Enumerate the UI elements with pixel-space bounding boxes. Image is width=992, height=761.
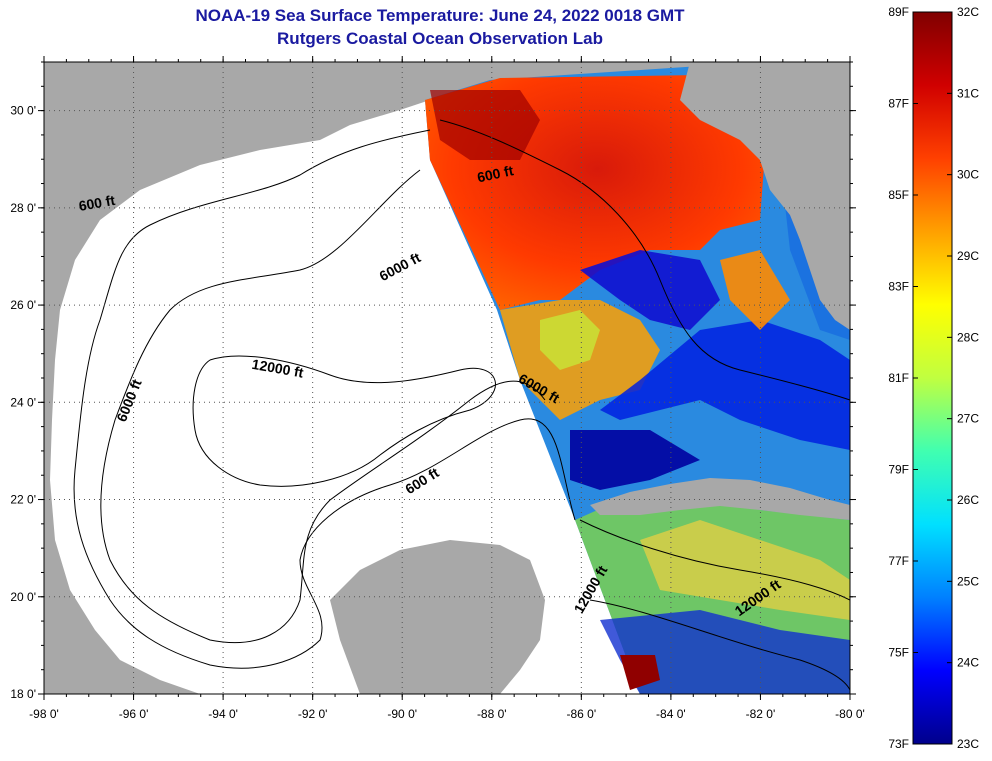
y-tick-label: 30 0' (10, 104, 36, 118)
contour-6000ft (100, 169, 546, 644)
map-title: NOAA-19 Sea Surface Temperature: June 24… (195, 6, 685, 25)
cuba-coast-cool (570, 430, 700, 490)
hot-core-region (430, 90, 540, 160)
colorbar-celsius-label: 25C (957, 574, 979, 588)
x-tick-label: -98 0' (29, 707, 59, 721)
colorbar-celsius-label: 26C (957, 493, 979, 507)
cuba-top (590, 478, 850, 520)
green-patch (540, 310, 600, 370)
caribbean-cool-band (600, 610, 850, 694)
colorbar-bar (912, 11, 953, 745)
land-0 (44, 62, 850, 694)
colorbar-fahrenheit-label: 85F (888, 188, 909, 202)
contour-east (439, 119, 850, 401)
x-tick-label: -82 0' (746, 707, 776, 721)
colorbar-celsius-label: 30C (957, 168, 979, 182)
contour-label: 600 ft (476, 162, 515, 185)
satellite-swath (425, 62, 850, 694)
warm-shelf-florida (720, 250, 790, 330)
colorbar-fahrenheit-label: 77F (888, 554, 909, 568)
contour-12000ft (192, 355, 496, 487)
colorbar-fahrenheit-label: 87F (888, 97, 909, 111)
colorbar-celsius-label: 31C (957, 86, 979, 100)
map-layers (44, 62, 850, 694)
colorbar-fahrenheit-label: 75F (888, 646, 909, 660)
colorbar-celsius-label: 24C (957, 656, 979, 670)
colorbar-celsius-label: 29C (957, 249, 979, 263)
florida-peninsula (680, 62, 850, 330)
bathymetry-contours (73, 119, 850, 691)
land-1 (330, 540, 545, 694)
y-tick-label: 18 0' (10, 687, 36, 701)
contour-label: 600 ft (77, 192, 116, 214)
colorbar-celsius-label: 28C (957, 330, 979, 344)
colorbar: 32C 31C 30C 29C 28C 27C 26C 25C 24C 23C 89F 87F 85F 8… (888, 5, 979, 751)
x-tick-label: -88 0' (477, 707, 507, 721)
x-tick-label: -90 0' (387, 707, 417, 721)
y-tick-label: 28 0' (10, 201, 36, 215)
colorbar-fahrenheit-label: 73F (888, 737, 909, 751)
colorbar-fahrenheit-label: 79F (888, 463, 909, 477)
cool-region-florida (600, 320, 850, 450)
colorbar-celsius-label: 23C (957, 737, 979, 751)
colorbar-celsius-label: 32C (957, 5, 979, 19)
map-subtitle: Rutgers Coastal Ocean Observation Lab (277, 29, 603, 48)
cool-eddy (580, 250, 720, 330)
caribbean-warm-band (640, 520, 850, 620)
y-tick-label: 20 0' (10, 590, 36, 604)
y-tick-label: 22 0' (10, 493, 36, 507)
y-tick-label: 26 0' (10, 298, 36, 312)
colorbar-fahrenheit-label: 89F (888, 5, 909, 19)
contour-600ft (73, 129, 576, 669)
colorbar-fahrenheit-label: 81F (888, 371, 909, 385)
contour-caribbean (579, 519, 850, 691)
x-tick-label: -84 0' (656, 707, 686, 721)
y-tick-label: 24 0' (10, 395, 36, 409)
axes: -98 0' -96 0' -94 0' -92 0' -90 0' -88 0' -86 … (10, 56, 865, 721)
land-masses-top (590, 62, 850, 520)
colorbar-labels: 32C 31C 30C 29C 28C 27C 26C 25C 24C 23C 89F 87F 85F 8… (888, 5, 979, 751)
x-tick-label: -86 0' (567, 707, 597, 721)
x-tick-label: -80 0' (835, 707, 865, 721)
x-tick-label: -96 0' (119, 707, 149, 721)
hot-spot-south (620, 655, 660, 690)
colorbar-celsius-label: 27C (957, 412, 979, 426)
colorbar-fahrenheit-label: 83F (888, 280, 909, 294)
x-tick-label: -92 0' (298, 707, 328, 721)
x-tick-label: -94 0' (208, 707, 238, 721)
